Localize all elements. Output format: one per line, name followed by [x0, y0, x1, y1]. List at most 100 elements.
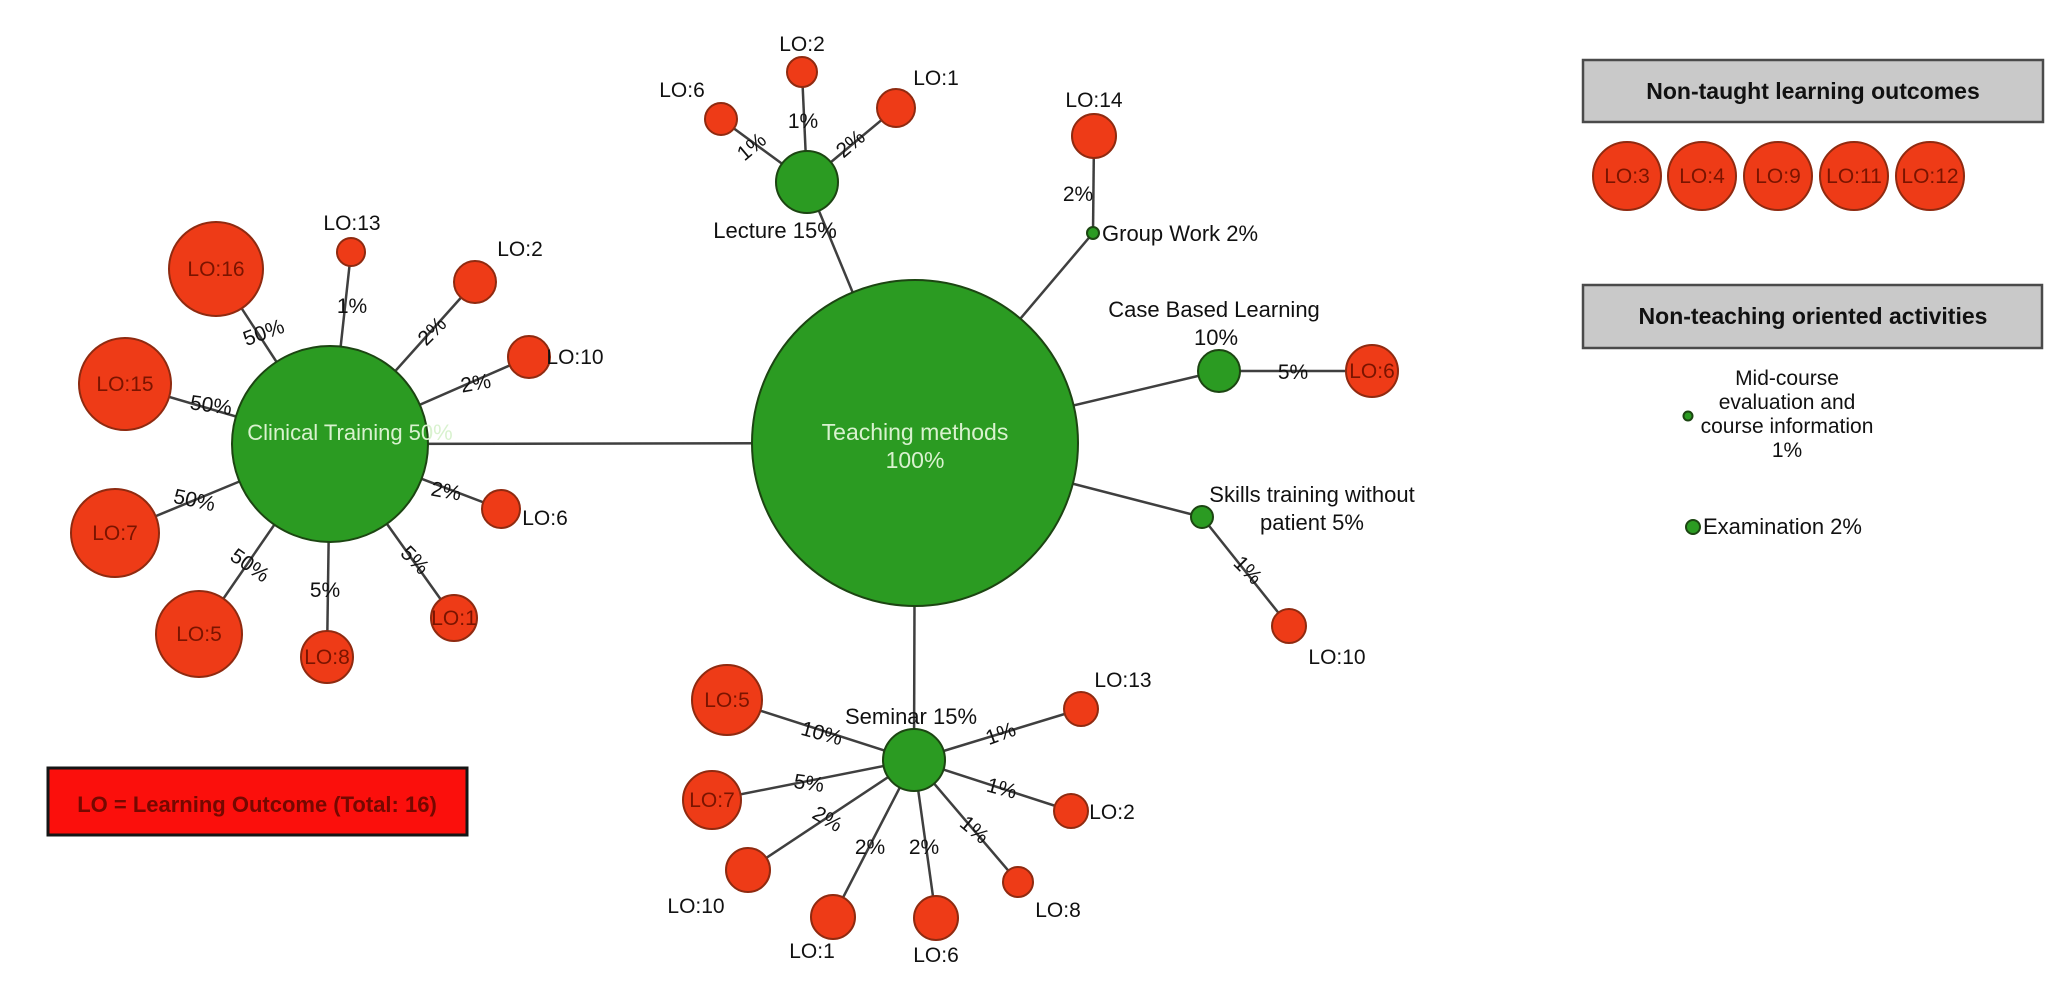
node-lecture-lo1: [876, 88, 916, 128]
nodes: [70, 56, 1399, 941]
clinical-satellite-labels: LO:16 LO:13 LO:2 LO:10 LO:6 LO:1 LO:8 LO…: [92, 212, 603, 669]
clinical-lo8-label: LO:8: [304, 646, 350, 669]
seminar-lo2-pct: 1%: [984, 774, 1019, 804]
clinical-lo6-pct: 2%: [429, 478, 463, 506]
clinical-lo1-label: LO:1: [431, 607, 477, 630]
examination-label: Examination 2%: [1703, 514, 1862, 539]
clinical-lo15-label: LO:15: [96, 373, 153, 396]
clinical-lo5-label: LO:5: [176, 623, 222, 646]
non-taught-lo9-label: LO:9: [1755, 165, 1801, 188]
seminar-lo5-label: LO:5: [704, 689, 750, 712]
seminar-lo10-pct: 2%: [808, 802, 846, 837]
legend-non-taught: Non-taught learning outcomes LO:3 LO:4 L…: [1581, 58, 2045, 211]
branch-satellite-labels: LO:14 2% LO:6 5% LO:10 1%: [1063, 89, 1395, 669]
node-examination-dot: [1685, 519, 1701, 535]
clinical-lo7-label: LO:7: [92, 522, 138, 545]
group-work-lo14-label: LO:14: [1065, 89, 1123, 112]
non-taught-lo3-label: LO:3: [1604, 165, 1650, 188]
clinical-lo16-label: LO:16: [187, 258, 244, 281]
node-clinical-lo16: [168, 221, 264, 317]
node-seminar-lo6: [913, 895, 959, 941]
note-box: [46, 766, 469, 837]
node-clinical-lo5: [155, 590, 243, 678]
mid-course-label-line4: 1%: [1772, 439, 1802, 462]
lecture-lo2-pct: 1%: [788, 110, 818, 133]
node-seminar-lo1: [810, 894, 856, 940]
node-non-taught-lo3: [1592, 141, 1662, 211]
node-non-taught-lo4: [1667, 141, 1737, 211]
case-based-label-line2: 10%: [1194, 325, 1238, 350]
node-case-based-lo6: [1345, 344, 1399, 398]
seminar-lo7-label: LO:7: [689, 789, 735, 812]
seminar-lo5-pct: 10%: [798, 717, 845, 750]
mid-course-label-line2: evaluation and: [1719, 391, 1856, 414]
clinical-lo16-pct: 50%: [240, 315, 287, 351]
node-clinical-lo6: [481, 489, 521, 529]
lecture-lo2-label: LO:2: [779, 33, 825, 56]
clinical-lo13-pct: 1%: [337, 295, 367, 318]
center-node-label-line2: 100%: [886, 447, 945, 473]
node-mid-course-dot: [1682, 410, 1694, 422]
node-clinical-lo7: [70, 488, 160, 578]
legend-non-teaching-title: Non-teaching oriented activities: [1639, 303, 1988, 329]
clinical-lo2-label: LO:2: [497, 238, 543, 261]
node-clinical-training: [231, 345, 429, 543]
node-seminar-lo7: [682, 770, 742, 830]
lecture-lo1-label: LO:1: [913, 67, 959, 90]
node-lecture: [775, 150, 839, 214]
lecture-lo6-pct: 1%: [733, 128, 771, 165]
non-taught-lo12-label: LO:12: [1901, 165, 1958, 188]
node-skills-lo10: [1271, 608, 1307, 644]
lecture-lo6-label: LO:6: [659, 79, 705, 102]
node-lecture-lo6: [704, 102, 738, 136]
seminar-lo6-pct: 2%: [909, 836, 939, 859]
legend-non-teaching-header-box: [1581, 283, 2044, 350]
node-non-taught-lo9: [1743, 141, 1813, 211]
clinical-lo7-pct: 50%: [171, 485, 217, 516]
group-work-lo14-pct: 2%: [1063, 183, 1093, 206]
group-work-node-label: Group Work 2%: [1102, 221, 1258, 246]
seminar-node-label: Seminar 15%: [845, 704, 977, 729]
case-based-label-line1: Case Based Learning: [1108, 297, 1320, 322]
node-group-work: [1086, 226, 1100, 240]
mid-course-label-line1: Mid-course: [1735, 367, 1839, 390]
node-non-taught-lo12: [1895, 141, 1965, 211]
node-labels: Teaching methods 100% Clinical Training …: [247, 218, 1414, 729]
seminar-lo2-label: LO:2: [1089, 801, 1135, 824]
mid-course-label-line3: course information: [1701, 415, 1874, 438]
non-taught-lo11-label: LO:11: [1826, 165, 1882, 188]
skills-label-line2: patient 5%: [1260, 510, 1364, 535]
clinical-lo6-label: LO:6: [522, 507, 568, 530]
clinical-lo10-pct: 2%: [459, 370, 493, 398]
center-node-label-line1: Teaching methods: [822, 419, 1009, 445]
legend-non-teaching: Non-teaching oriented activities Mid-cou…: [1581, 283, 2044, 539]
edge-skills-lo10: [1201, 516, 1290, 627]
case-based-lo6-label: LO:6: [1349, 360, 1395, 383]
lecture-node-label: Lecture 15%: [713, 218, 837, 243]
node-teaching-methods: [751, 279, 1079, 607]
seminar-lo1-label: LO:1: [789, 940, 835, 963]
node-lecture-lo2: [786, 56, 818, 88]
seminar-lo8-label: LO:8: [1035, 899, 1081, 922]
seminar-lo13-label: LO:13: [1094, 669, 1151, 692]
node-group-work-lo14: [1071, 113, 1117, 159]
node-case-based-learning: [1197, 349, 1241, 393]
seminar-lo7-pct: 5%: [792, 770, 825, 797]
note-box-label: LO = Learning Outcome (Total: 16): [77, 792, 437, 817]
node-skills-training: [1190, 505, 1214, 529]
skills-lo10-label: LO:10: [1308, 646, 1365, 669]
clinical-lo5-pct: 50%: [226, 544, 274, 587]
node-non-taught-lo11: [1819, 141, 1889, 211]
seminar-lo8-pct: 1%: [955, 811, 993, 848]
seminar-lo13-pct: 1%: [983, 718, 1019, 750]
clinical-lo1-pct: 5%: [396, 542, 434, 580]
node-clinical-lo8: [300, 630, 354, 684]
clinical-lo15-pct: 50%: [188, 391, 233, 420]
edge-seminar-lo7: [711, 758, 915, 802]
edge-seminar-lo10: [747, 758, 915, 872]
node-seminar-lo5: [691, 664, 763, 736]
node-seminar-lo13: [1063, 691, 1099, 727]
seminar-lo6-label: LO:6: [913, 944, 959, 967]
